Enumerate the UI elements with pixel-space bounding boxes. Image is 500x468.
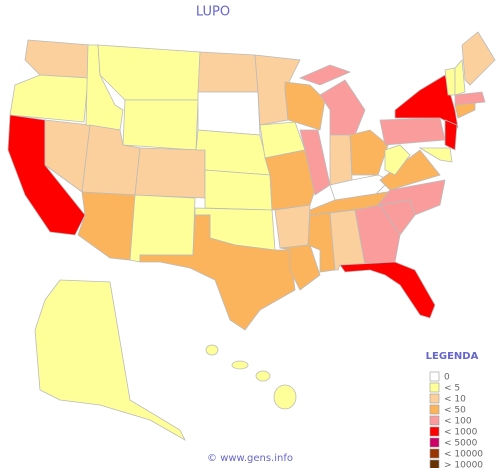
state <box>231 360 249 370</box>
state <box>418 147 453 163</box>
legend-swatch <box>429 448 440 459</box>
legend-label: < 10000 <box>444 450 483 460</box>
state <box>354 204 401 266</box>
state <box>9 74 89 123</box>
state <box>461 31 496 86</box>
state <box>319 79 366 136</box>
state <box>139 214 296 331</box>
state <box>349 129 389 176</box>
legend-label: < 1000 <box>444 428 478 438</box>
state <box>197 91 261 136</box>
state <box>329 134 353 186</box>
state <box>122 99 199 151</box>
map-title: LUPO <box>196 5 230 20</box>
state <box>273 384 297 410</box>
state <box>195 129 271 176</box>
state <box>97 44 201 101</box>
footer: © www.gens.info <box>207 453 293 464</box>
state <box>379 117 446 146</box>
state <box>77 191 136 261</box>
state <box>34 279 186 442</box>
legend-swatch <box>429 393 440 404</box>
legend-swatch <box>429 459 440 468</box>
state <box>255 370 271 382</box>
state <box>197 51 259 93</box>
state <box>454 91 486 106</box>
state <box>204 169 273 211</box>
legend-label: < 5000 <box>444 439 478 449</box>
state <box>24 39 91 79</box>
legend-swatch <box>429 404 440 415</box>
legend-label: < 10 <box>444 395 466 405</box>
legend-label: < 50 <box>444 406 466 416</box>
state <box>299 129 331 196</box>
legend-label: > 10000 <box>444 461 483 468</box>
legend-swatch <box>429 426 440 437</box>
legend-swatch <box>429 415 440 426</box>
state <box>377 179 446 216</box>
legend-label: < 5 <box>444 384 460 394</box>
state <box>394 74 459 129</box>
legend: 0< 5< 10< 50< 100< 1000< 5000< 10000> 10… <box>429 371 483 468</box>
state <box>454 59 466 96</box>
legend-label: < 100 <box>444 417 472 427</box>
state <box>444 119 458 151</box>
state <box>298 64 352 86</box>
states <box>7 31 496 442</box>
legend-swatch <box>429 382 440 393</box>
state <box>134 147 206 199</box>
legend-title: LEGENDA <box>426 351 479 362</box>
state <box>205 344 219 356</box>
state <box>284 81 326 131</box>
legend-swatch <box>429 437 440 448</box>
state <box>274 204 311 249</box>
legend-swatch <box>429 371 440 382</box>
state <box>129 194 196 263</box>
state <box>384 144 411 176</box>
legend-label: 0 <box>444 373 450 383</box>
state <box>339 261 436 319</box>
